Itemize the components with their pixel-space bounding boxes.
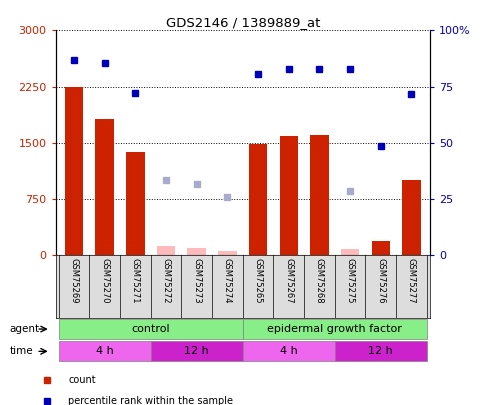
Bar xyxy=(402,180,421,255)
Bar xyxy=(65,87,83,255)
Text: percentile rank within the sample: percentile rank within the sample xyxy=(69,396,233,405)
Text: 4 h: 4 h xyxy=(280,346,298,356)
Bar xyxy=(126,152,144,255)
Bar xyxy=(243,319,427,339)
Text: 12 h: 12 h xyxy=(369,346,393,356)
Text: agent: agent xyxy=(10,324,40,334)
Text: count: count xyxy=(69,375,96,385)
Bar xyxy=(371,241,390,255)
Text: GSM75268: GSM75268 xyxy=(315,258,324,304)
Text: GSM75269: GSM75269 xyxy=(70,258,78,304)
Bar xyxy=(335,341,427,361)
Text: GSM75276: GSM75276 xyxy=(376,258,385,304)
Bar xyxy=(157,246,175,255)
Bar xyxy=(218,251,237,255)
Text: control: control xyxy=(131,324,170,334)
Text: GSM75271: GSM75271 xyxy=(131,258,140,304)
Bar xyxy=(187,247,206,255)
Text: 4 h: 4 h xyxy=(96,346,114,356)
Text: time: time xyxy=(10,346,33,356)
Bar xyxy=(341,249,359,255)
Title: GDS2146 / 1389889_at: GDS2146 / 1389889_at xyxy=(166,16,320,29)
Text: GSM75273: GSM75273 xyxy=(192,258,201,304)
Text: epidermal growth factor: epidermal growth factor xyxy=(267,324,402,334)
Text: GSM75265: GSM75265 xyxy=(254,258,263,304)
Text: 12 h: 12 h xyxy=(185,346,209,356)
Text: GSM75272: GSM75272 xyxy=(161,258,170,304)
Bar xyxy=(58,341,151,361)
Bar xyxy=(58,319,243,339)
Text: GSM75270: GSM75270 xyxy=(100,258,109,304)
Bar xyxy=(280,136,298,255)
Text: GSM75267: GSM75267 xyxy=(284,258,293,304)
Text: GSM75277: GSM75277 xyxy=(407,258,416,304)
Text: GSM75274: GSM75274 xyxy=(223,258,232,304)
Bar xyxy=(310,135,328,255)
Bar xyxy=(249,143,267,255)
Text: GSM75275: GSM75275 xyxy=(346,258,355,304)
Bar xyxy=(151,341,243,361)
Bar xyxy=(243,341,335,361)
Bar xyxy=(96,119,114,255)
